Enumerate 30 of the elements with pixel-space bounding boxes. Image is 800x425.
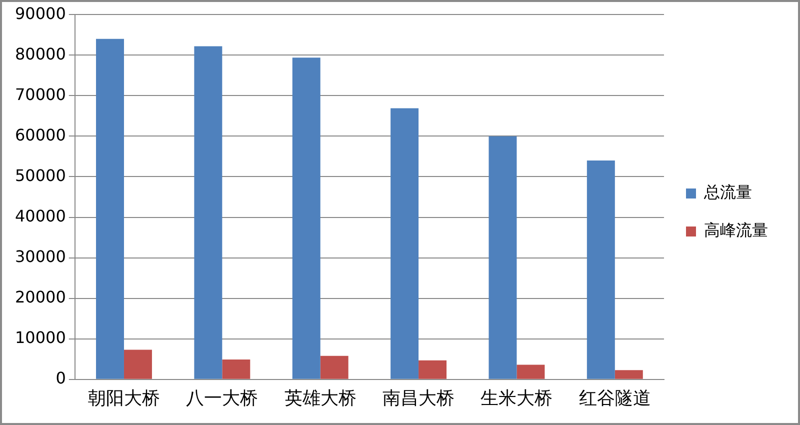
y-tick-label: 0 xyxy=(56,368,66,388)
bar xyxy=(292,58,320,379)
legend-label: 总流量 xyxy=(703,182,752,202)
x-tick-label: 红谷隧道 xyxy=(578,388,651,409)
x-tick-label: 八一大桥 xyxy=(186,388,258,409)
bar xyxy=(516,364,545,379)
y-tick-label: 50000 xyxy=(14,166,66,185)
y-tick-label: 90000 xyxy=(14,4,66,23)
y-tick-label: 20000 xyxy=(14,287,66,306)
y-tick-label: 30000 xyxy=(14,246,66,266)
y-tick-label: 70000 xyxy=(14,84,66,104)
bar xyxy=(194,46,222,379)
bar xyxy=(488,136,517,379)
y-tick-label: 40000 xyxy=(14,206,66,226)
bar xyxy=(320,356,348,379)
x-tick-label: 南昌大桥 xyxy=(382,388,455,409)
bar xyxy=(418,360,447,379)
y-tick-label: 60000 xyxy=(14,125,66,144)
bar xyxy=(586,160,615,379)
bar xyxy=(614,370,643,379)
bar xyxy=(222,360,250,379)
bar xyxy=(124,350,152,379)
bar xyxy=(96,38,124,379)
x-tick-label: 朝阳大桥 xyxy=(88,388,160,409)
x-tick-label: 生米大桥 xyxy=(480,388,553,409)
y-tick-label: 10000 xyxy=(14,328,66,348)
legend-label: 高峰流量 xyxy=(704,220,768,240)
x-tick-label: 英雄大桥 xyxy=(284,388,356,409)
bar xyxy=(390,108,419,379)
y-tick-label: 80000 xyxy=(14,44,66,64)
